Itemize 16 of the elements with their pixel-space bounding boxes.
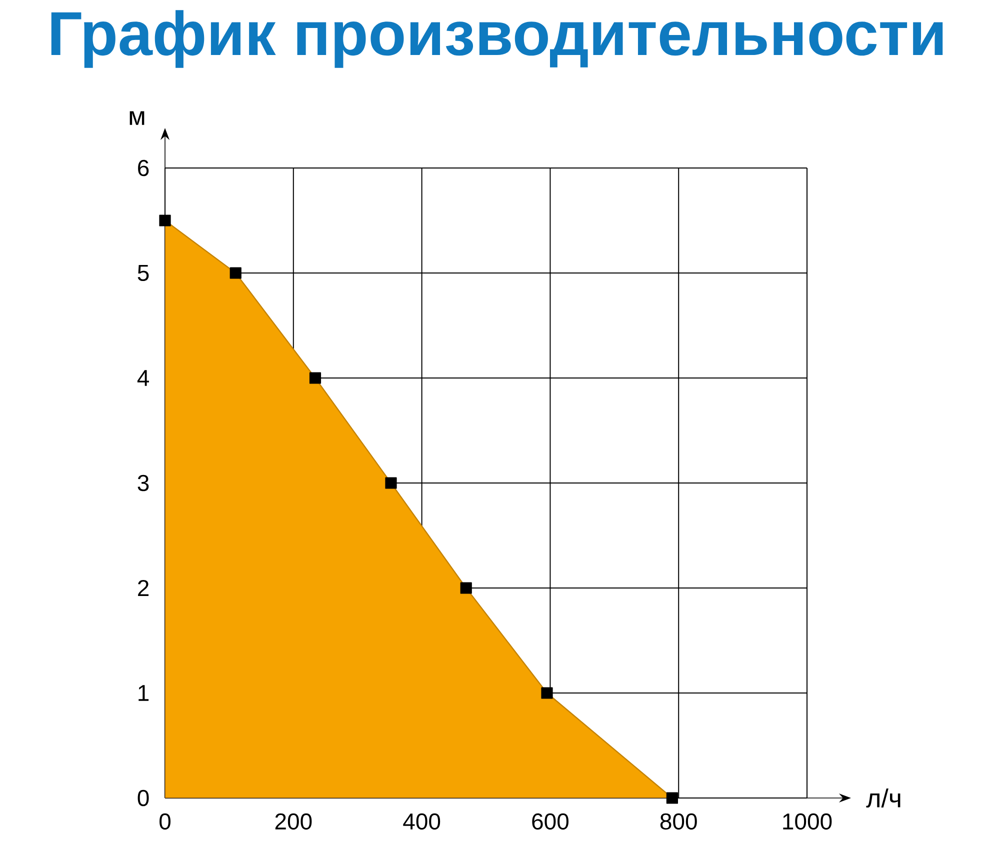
y-tick-label: 2 bbox=[138, 580, 149, 596]
y-tick-label: 4 bbox=[137, 370, 149, 386]
x-tick-label: 400 bbox=[403, 813, 440, 830]
y-tick-label: 5 bbox=[138, 264, 149, 282]
x-tick-label: 1000 bbox=[783, 813, 832, 830]
y-tick-label: 3 bbox=[138, 474, 149, 492]
x-tick-label: 600 bbox=[532, 813, 568, 830]
x-tick-label: 0 bbox=[160, 813, 170, 830]
x-tick-label: 200 bbox=[275, 813, 312, 830]
x-tick-label: 800 bbox=[660, 813, 697, 830]
x-axis-title: л/ч bbox=[866, 788, 900, 808]
y-tick-label: 1 bbox=[138, 685, 149, 701]
chart-title: График производительности bbox=[51, 10, 943, 68]
y-tick-label: 0 bbox=[138, 790, 149, 806]
y-tick-label: 6 bbox=[138, 160, 149, 176]
y-axis-title: м bbox=[130, 111, 144, 125]
